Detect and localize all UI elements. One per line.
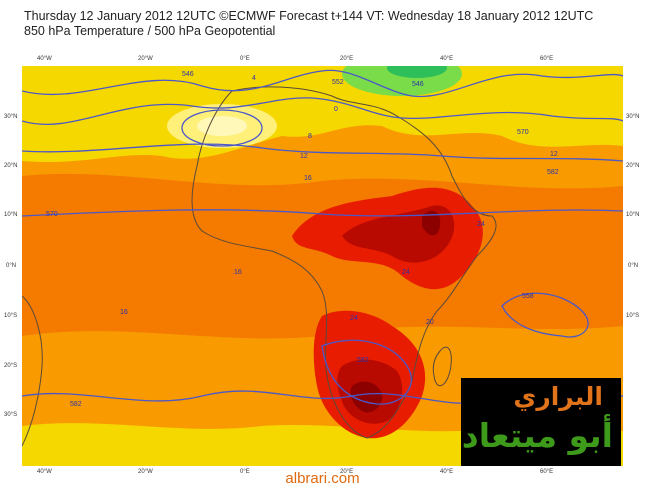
lat-label-right: 0°N bbox=[628, 263, 639, 269]
contour-label: 582 bbox=[70, 401, 82, 408]
temp-label: 4 bbox=[252, 75, 256, 82]
temp-band-darkorange bbox=[22, 173, 623, 339]
lat-label-left: 20°N bbox=[4, 163, 18, 169]
contour-564 bbox=[22, 97, 623, 126]
lon-label-bottom: 0°E bbox=[240, 469, 250, 475]
lon-label-bottom: 20°W bbox=[138, 469, 153, 475]
title-line-1: Thursday 12 January 2012 12UTC ©ECMWF Fo… bbox=[24, 9, 594, 23]
site-footer: albrari.com bbox=[285, 470, 360, 487]
coastline-south-america bbox=[22, 295, 43, 447]
contour-582 bbox=[22, 209, 623, 217]
south-hottest-core bbox=[350, 381, 383, 413]
contour-label: 546 bbox=[182, 71, 194, 78]
logo-line-2: أبو ميتعاد bbox=[461, 416, 613, 455]
lat-label-left: 20°S bbox=[4, 363, 18, 369]
forecast-map: 546 546 552 570 570 582 558 582 582 0 4 … bbox=[22, 66, 623, 466]
hottest-core bbox=[422, 210, 441, 236]
lon-label-bottom: 40°W bbox=[37, 469, 52, 475]
lat-label-left: 30°N bbox=[4, 114, 18, 120]
contour-high bbox=[181, 109, 263, 147]
lat-label-right: 30°N bbox=[626, 114, 640, 120]
lon-label-bottom: 60°E bbox=[540, 469, 554, 475]
lat-label-left: 10°S bbox=[4, 313, 18, 319]
lon-label-top: 60°E bbox=[540, 56, 554, 62]
lat-label-left: 0°N bbox=[6, 263, 17, 269]
title-line-2: 850 hPa Temperature / 500 hPa Geopotenti… bbox=[24, 24, 276, 38]
temp-label: 16 bbox=[304, 175, 312, 182]
cold-core bbox=[387, 66, 447, 78]
map-canvas: 546 546 552 570 570 582 558 582 582 0 4 … bbox=[22, 66, 623, 466]
lon-label-top: 40°W bbox=[37, 56, 52, 62]
geopotential-contours bbox=[22, 69, 623, 405]
contour-label: 558 bbox=[522, 293, 534, 300]
temp-value-labels: 0 4 8 12 12 16 16 16 20 24 24 24 bbox=[120, 75, 558, 326]
lat-label-left: 10°N bbox=[4, 212, 18, 218]
lon-label-bottom: 40°E bbox=[440, 469, 454, 475]
contour-576 bbox=[22, 143, 623, 162]
temp-label: 24 bbox=[350, 315, 358, 322]
lon-label-top: 0°E bbox=[240, 56, 250, 62]
chart-title: Thursday 12 January 2012 12UTC ©ECMWF Fo… bbox=[24, 9, 593, 39]
temp-label: 24 bbox=[477, 221, 485, 228]
contour-label: 552 bbox=[332, 79, 344, 86]
coastline-africa bbox=[191, 86, 497, 439]
temp-label: 24 bbox=[402, 269, 410, 276]
contour-east-closed bbox=[501, 292, 589, 338]
contour-label: 582 bbox=[547, 169, 559, 176]
temp-band-yellow bbox=[22, 66, 623, 163]
contour-label: 570 bbox=[46, 211, 58, 218]
lat-label-left: 30°S bbox=[4, 412, 18, 418]
contour-value-labels: 546 546 552 570 570 582 558 582 582 bbox=[46, 71, 559, 408]
lon-label-top: 20°E bbox=[340, 56, 354, 62]
lat-label-right: 20°N bbox=[626, 163, 640, 169]
contour-label: 546 bbox=[412, 81, 424, 88]
temp-label: 16 bbox=[120, 309, 128, 316]
temp-label: 16 bbox=[234, 269, 242, 276]
lat-label-right: 10°N bbox=[626, 212, 640, 218]
contour-south-closed bbox=[321, 339, 412, 405]
lon-label-top: 40°E bbox=[440, 56, 454, 62]
ridge-core bbox=[197, 116, 247, 136]
temp-label: 12 bbox=[300, 153, 308, 160]
lon-label-top: 20°W bbox=[138, 56, 153, 62]
coastline-madagascar bbox=[432, 346, 452, 386]
temp-label: 20 bbox=[426, 319, 434, 326]
lat-label-right: 10°S bbox=[626, 313, 640, 319]
lon-label-bottom: 20°E bbox=[340, 469, 354, 475]
temp-label: 8 bbox=[308, 133, 312, 140]
contour-label: 582 bbox=[357, 357, 369, 364]
logo-line-1: البراري bbox=[513, 382, 603, 411]
temp-label: 12 bbox=[550, 151, 558, 158]
contour-label: 570 bbox=[517, 129, 529, 136]
contour-546 bbox=[22, 69, 623, 98]
temp-label: 0 bbox=[334, 106, 338, 113]
watermark-logo: البراري أبو ميتعاد bbox=[461, 378, 621, 466]
